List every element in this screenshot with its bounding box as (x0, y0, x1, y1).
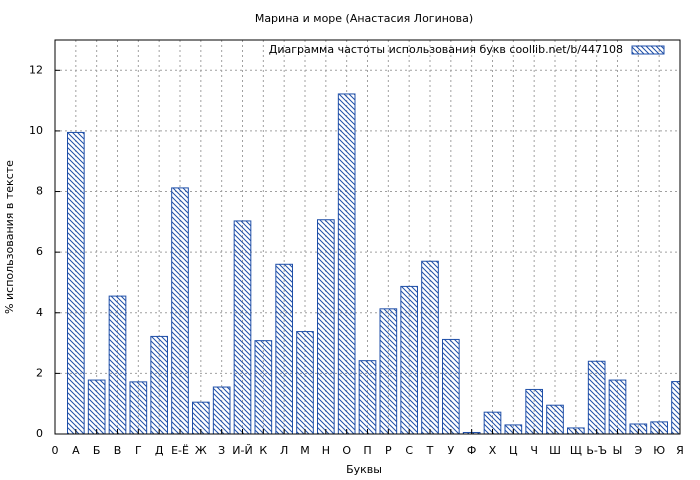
x-tick-label: Щ (570, 444, 582, 457)
x-tick-label: Ж (195, 444, 207, 457)
legend-label: Диаграмма частоты использования букв coo… (269, 43, 623, 56)
bar (171, 187, 189, 434)
x-tick-label: Ы (613, 444, 623, 457)
y-tick-label: 6 (36, 245, 43, 258)
x-tick-label: З (218, 444, 225, 457)
x-tick-label: К (259, 444, 267, 457)
x-tick-label: Е-Ё (171, 444, 189, 457)
x-tick-label: Д (155, 444, 164, 457)
x-tick-label: 0 (52, 444, 59, 457)
bar (671, 381, 680, 434)
x-tick-label: У (447, 444, 454, 457)
y-tick-label: 0 (36, 427, 43, 440)
y-tick-label: 8 (36, 185, 43, 198)
bar (442, 338, 460, 434)
bar (296, 331, 314, 434)
y-tick-label: 4 (36, 306, 43, 319)
bar (337, 93, 356, 434)
x-tick-label: Х (489, 444, 497, 457)
x-tick-label: П (363, 444, 371, 457)
bar (587, 360, 606, 434)
bar (87, 379, 106, 434)
y-axis-label: % использования в тексте (3, 160, 16, 314)
bar (379, 308, 398, 434)
bar (608, 379, 627, 434)
bar (400, 285, 419, 434)
x-tick-label: Ь-Ъ (586, 444, 607, 457)
bar (421, 260, 439, 434)
x-tick-label: Ф (467, 444, 476, 457)
bar (275, 263, 294, 434)
bar (233, 220, 252, 434)
bar (546, 404, 564, 434)
bar (129, 381, 148, 434)
x-axis-label: Буквы (346, 463, 382, 476)
bar (629, 423, 648, 434)
chart-title: Марина и море (Анастасия Логинова) (255, 12, 473, 25)
x-tick-label: Ш (549, 444, 561, 457)
y-tick-label: 2 (36, 366, 43, 379)
x-tick-label: Т (426, 444, 434, 457)
y-tick-label: 12 (29, 63, 43, 76)
x-tick-label: Л (280, 444, 288, 457)
x-tick-label: Р (385, 444, 392, 457)
bar (254, 340, 273, 434)
x-tick-label: Ю (653, 444, 665, 457)
x-tick-label: В (114, 444, 122, 457)
x-tick-label: Ц (509, 444, 518, 457)
x-tick-label: И-Й (232, 444, 252, 457)
bar (525, 388, 543, 434)
plot-frame (54, 39, 681, 435)
x-tick-label: Г (135, 444, 142, 457)
x-tick-label: Э (634, 444, 642, 457)
bar (150, 335, 168, 434)
x-tick-label: Н (322, 444, 330, 457)
x-tick-label: Я (676, 444, 684, 457)
bar (358, 360, 377, 434)
x-tick-label: А (72, 444, 80, 457)
x-tick-label: Б (93, 444, 101, 457)
bar (483, 411, 502, 434)
legend-swatch (631, 45, 665, 55)
x-tick-label: Ч (530, 444, 538, 457)
bar (317, 219, 335, 434)
bar (108, 295, 127, 434)
x-tick-label: О (342, 444, 351, 457)
y-tick-label: 10 (29, 124, 43, 137)
x-tick-label: С (405, 444, 413, 457)
x-tick-label: М (300, 444, 310, 457)
bar (67, 131, 85, 434)
bars (67, 93, 680, 434)
bar (212, 386, 231, 434)
